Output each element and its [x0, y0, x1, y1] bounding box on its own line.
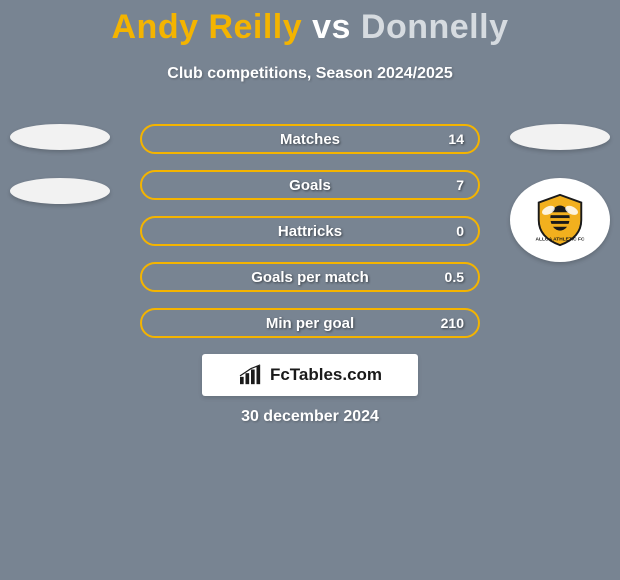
stat-label: Matches: [280, 131, 340, 148]
placeholder-ellipse: [510, 124, 610, 150]
stat-value: 0.5: [445, 269, 464, 285]
brand-badge: FcTables.com: [202, 354, 418, 396]
subtitle: Club competitions, Season 2024/2025: [0, 65, 620, 83]
stat-label: Goals per match: [251, 269, 369, 286]
placeholder-ellipse: [10, 124, 110, 150]
stat-value: 14: [448, 131, 464, 147]
comparison-title: Andy Reilly vs Donnelly: [0, 0, 620, 47]
stat-bar-goals-per-match: Goals per match 0.5: [140, 262, 480, 292]
stat-label: Goals: [289, 177, 331, 194]
svg-text:ALLOA ATHLETIC FC: ALLOA ATHLETIC FC: [536, 236, 585, 242]
player1-name: Andy Reilly: [112, 8, 303, 46]
placeholder-ellipse: [10, 178, 110, 204]
stat-value: 7: [456, 177, 464, 193]
right-placeholder-group: [510, 124, 610, 178]
stat-bar-goals: Goals 7: [140, 170, 480, 200]
brand-text: FcTables.com: [270, 365, 382, 385]
stat-bars: Matches 14 Goals 7 Hattricks 0 Goals per…: [140, 124, 480, 354]
player2-name: Donnelly: [361, 8, 509, 46]
bar-chart-icon: [238, 364, 264, 386]
left-placeholder-group: [10, 124, 110, 232]
stat-label: Min per goal: [266, 315, 354, 332]
club-badge: ALLOA ATHLETIC FC: [510, 178, 610, 262]
stat-value: 210: [441, 315, 464, 331]
stat-bar-min-per-goal: Min per goal 210: [140, 308, 480, 338]
stat-value: 0: [456, 223, 464, 239]
vs-text: vs: [312, 8, 351, 46]
stat-label: Hattricks: [278, 223, 342, 240]
shield-bee-icon: ALLOA ATHLETIC FC: [531, 191, 589, 249]
date-text: 30 december 2024: [0, 408, 620, 426]
stat-bar-hattricks: Hattricks 0: [140, 216, 480, 246]
stat-bar-matches: Matches 14: [140, 124, 480, 154]
